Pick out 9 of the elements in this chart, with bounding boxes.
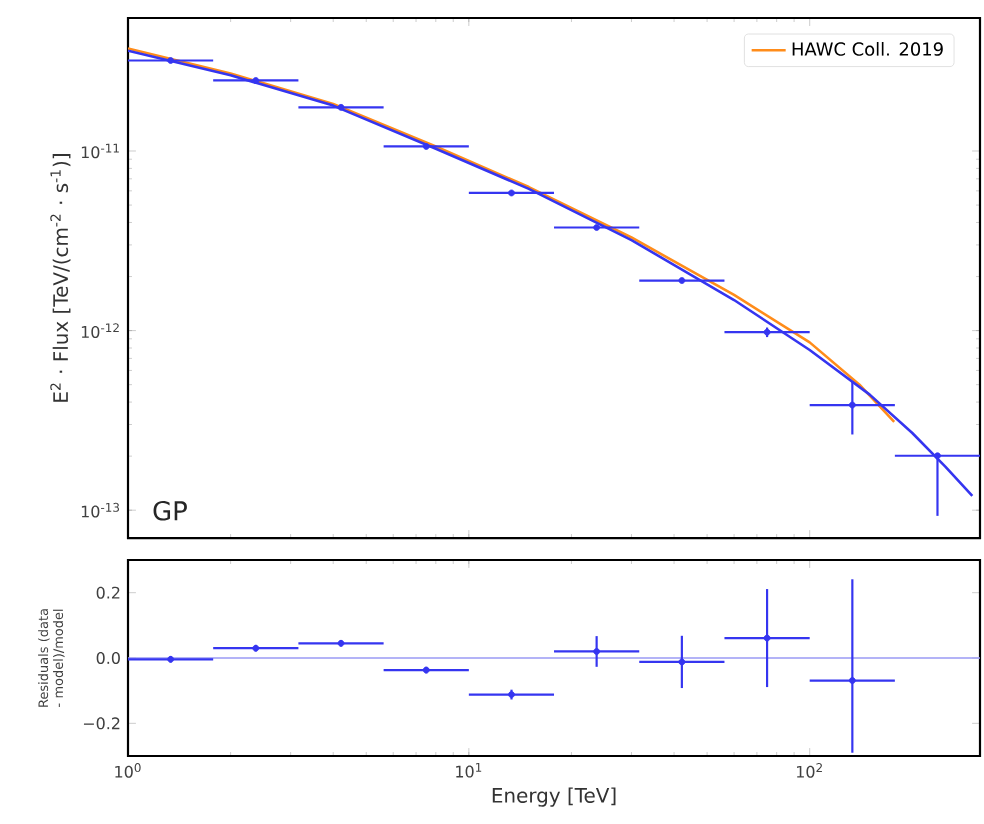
point [763, 634, 771, 642]
legend-label: HAWC Coll. 2019 [792, 41, 943, 56]
y-axis-title: E$^{2}$ · Flux [TeV/(cm$^{-2}$ · s$^{-1}$)] [50, 154, 71, 402]
x-axis-title: Energy [TeV] [492, 787, 616, 807]
point [593, 648, 601, 655]
point [848, 677, 856, 684]
annotation: GP [153, 501, 187, 521]
point [848, 401, 856, 409]
point [678, 658, 686, 666]
